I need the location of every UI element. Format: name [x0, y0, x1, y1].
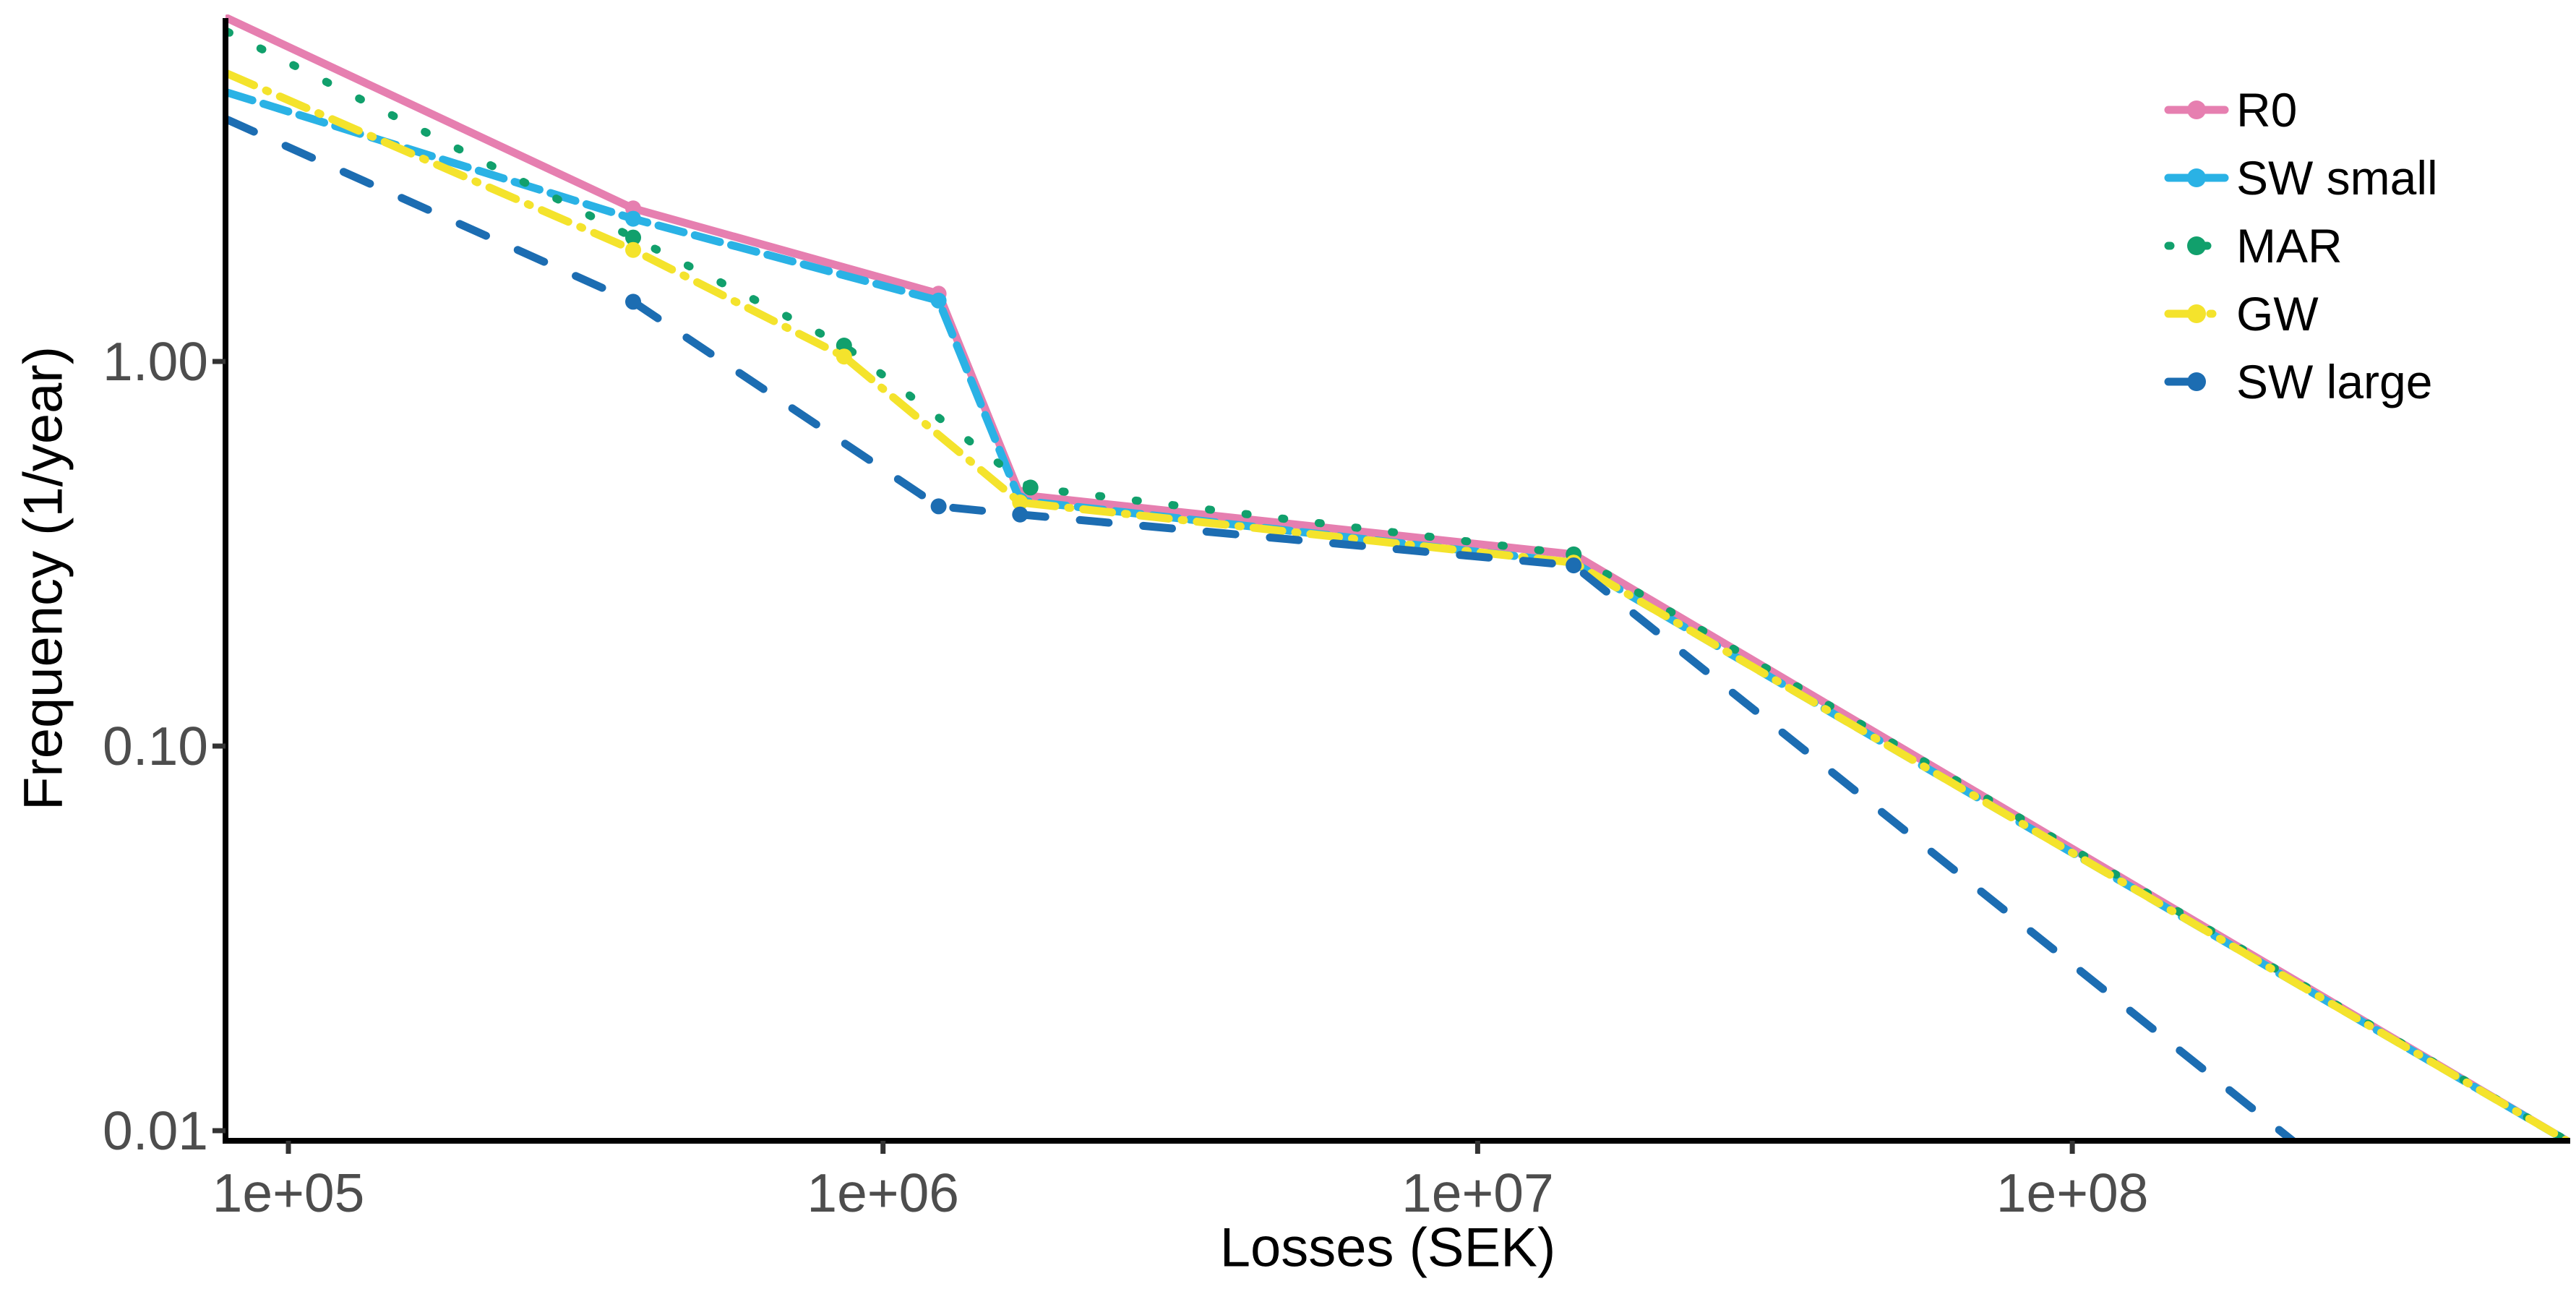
series-line-sw-large — [226, 116, 2297, 1144]
x-tick-label-1e+06: 1e+06 — [807, 1162, 959, 1223]
y-tick-label-1.00: 1.00 — [103, 331, 208, 392]
data-point-mar — [836, 338, 852, 354]
legend-label-sw-small: SW small — [2236, 151, 2438, 205]
data-point-sw-small — [930, 292, 947, 309]
plot-panel: 1e+05 1e+06 1e+07 1e+08 1.00 0.10 0.01 — [103, 14, 2570, 1223]
data-point-gw — [625, 241, 641, 258]
data-point-sw-large — [1012, 506, 1029, 523]
series-layer — [226, 14, 2570, 1144]
data-point-gw — [1012, 494, 1029, 510]
y-tick-label-0.10: 0.10 — [103, 716, 208, 776]
data-point-mar — [625, 229, 641, 246]
legend-label-r0: R0 — [2236, 83, 2297, 137]
series-gw — [226, 69, 2570, 1144]
legend-item-gw: GW — [2164, 287, 2319, 341]
legend-key-point-sw-small — [2187, 168, 2206, 187]
legend-key-point-gw — [2187, 304, 2206, 323]
legend-label-mar: MAR — [2236, 219, 2343, 273]
legend: R0 SW small MAR GW SW large — [2164, 83, 2438, 408]
series-line-gw — [226, 69, 2570, 1144]
series-sw-small — [226, 88, 2570, 1144]
x-axis-title: Losses (SEK) — [1220, 1217, 1556, 1279]
legend-label-sw-large: SW large — [2236, 355, 2432, 408]
data-point-sw-large — [1566, 557, 1582, 574]
y-tick-label-0.01: 0.01 — [103, 1100, 208, 1161]
series-line-sw-small — [226, 88, 2570, 1144]
data-point-sw-small — [625, 210, 641, 227]
legend-item-mar: MAR — [2164, 219, 2343, 273]
data-point-mar — [1022, 479, 1039, 496]
x-axis-ticks: 1e+05 1e+06 1e+07 1e+08 — [212, 1141, 2149, 1223]
legend-key-point-r0 — [2187, 100, 2206, 119]
legend-label-gw: GW — [2236, 287, 2319, 341]
legend-key-point-sw-large — [2187, 372, 2206, 391]
data-point-sw-large — [930, 498, 947, 515]
data-point-gw — [836, 348, 852, 365]
y-axis-ticks: 1.00 0.10 0.01 — [103, 331, 226, 1161]
y-axis-title: Frequency (1/year) — [13, 346, 74, 810]
legend-item-sw-small: SW small — [2164, 151, 2438, 205]
series-r0 — [226, 14, 2570, 1144]
legend-item-r0: R0 — [2164, 83, 2297, 137]
series-sw-large — [226, 116, 2297, 1144]
data-point-sw-large — [625, 294, 641, 310]
legend-item-sw-large: SW large — [2164, 355, 2432, 408]
x-tick-label-1e+08: 1e+08 — [1996, 1162, 2149, 1223]
x-tick-label-1e+07: 1e+07 — [1401, 1162, 1554, 1223]
series-line-mar — [226, 27, 2570, 1144]
legend-key-point-mar — [2187, 236, 2206, 255]
x-tick-label-1e+05: 1e+05 — [212, 1162, 365, 1223]
series-mar — [226, 27, 2570, 1144]
series-line-r0 — [226, 14, 2570, 1144]
